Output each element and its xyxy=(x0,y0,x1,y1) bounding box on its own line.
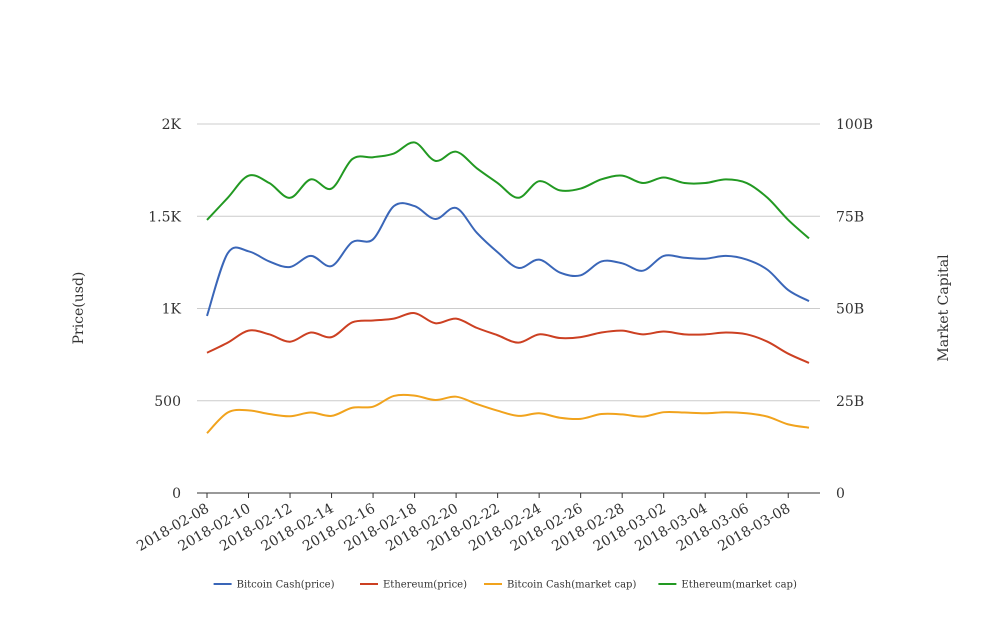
y-tick-label-right: 25B xyxy=(836,394,864,410)
legend-label[interactable]: Ethereum(price) xyxy=(383,580,467,591)
y-tick-label-right: 100B xyxy=(836,117,873,133)
y-axis-label-left: Price(usd) xyxy=(71,272,87,345)
y-tick-label-left: 0 xyxy=(172,486,181,502)
legend-label[interactable]: Bitcoin Cash(price) xyxy=(237,580,335,591)
series-line-2 xyxy=(206,393,810,434)
grid-lines xyxy=(197,123,820,402)
y-tick-label-left: 1K xyxy=(162,302,182,318)
y-tick-label-left: 2K xyxy=(162,117,182,133)
legend: Bitcoin Cash(price) Ethereum(price) Bitcoi… xyxy=(213,580,797,591)
series-line-1 xyxy=(206,312,810,364)
series-lines xyxy=(206,141,810,434)
y-tick-label-right: 50B xyxy=(836,302,864,318)
y-tick-label-left: 1.5K xyxy=(148,209,181,225)
legend-label[interactable]: Ethereum(market cap) xyxy=(681,580,797,591)
y-tick-label-left: 500 xyxy=(154,394,181,410)
series-line-3 xyxy=(206,141,810,240)
y-tick-label-right: 0 xyxy=(836,486,845,502)
series-line-0 xyxy=(206,202,810,317)
y-tick-label-right: 75B xyxy=(836,209,864,225)
legend-label[interactable]: Bitcoin Cash(market cap) xyxy=(507,580,636,591)
y-axis-label-right: Market Capital xyxy=(936,254,952,362)
